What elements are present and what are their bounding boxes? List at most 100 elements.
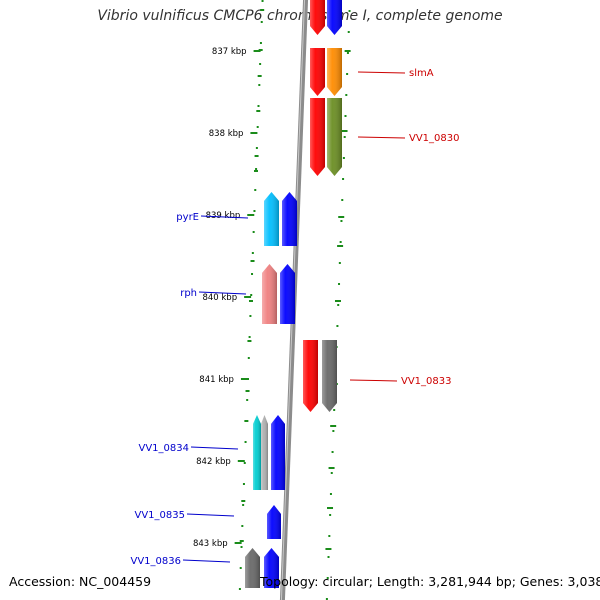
track-dot xyxy=(326,577,329,579)
track-dot xyxy=(348,10,351,12)
track-dot xyxy=(339,241,342,243)
gene-label: VV1_0833 xyxy=(349,376,452,387)
gene-label: VV1_0834 xyxy=(139,443,239,454)
gene-label-text: VV1_0834 xyxy=(139,443,190,454)
track-dot xyxy=(332,430,335,432)
track-dot xyxy=(258,49,263,51)
track-dot xyxy=(325,598,328,600)
track-dot xyxy=(245,390,250,392)
gene-label: VV1_0830 xyxy=(357,133,460,144)
track-dot xyxy=(340,220,343,222)
gene-label: slmA xyxy=(357,68,434,79)
gene-feature xyxy=(310,0,342,35)
tick-label: 841 kbp xyxy=(199,375,234,385)
track-dot xyxy=(338,216,345,218)
tick-mark xyxy=(247,214,255,216)
gene-feature xyxy=(303,340,337,412)
gene-arrow-shade xyxy=(271,415,285,490)
gene-feature xyxy=(310,48,342,96)
track-dot xyxy=(329,514,332,516)
track-dot xyxy=(247,340,252,342)
track-dot xyxy=(257,75,262,77)
gene-arrow-shade xyxy=(327,98,342,176)
track-dot xyxy=(241,500,246,502)
gene-arrow-shade xyxy=(253,415,261,490)
tick-label: 843 kbp xyxy=(193,539,228,549)
track-dot xyxy=(254,189,257,191)
tick-mark xyxy=(240,378,248,380)
track-dot xyxy=(333,409,336,411)
gene-arrow-shade xyxy=(245,548,260,588)
tick-label: 838 kbp xyxy=(209,129,244,139)
tick-mark xyxy=(253,50,261,52)
track-dot xyxy=(346,52,349,54)
track-dot xyxy=(336,325,339,327)
summary-label: Topology: circular; Length: 3,281,944 bp… xyxy=(260,574,600,589)
accession-label: Accession: NC_004459 xyxy=(9,574,152,589)
track-dot xyxy=(257,105,260,107)
track-dot xyxy=(341,199,344,201)
gene-arrow-shade xyxy=(327,0,342,35)
gene-feature xyxy=(264,192,297,246)
gene-arrow-shade xyxy=(282,192,297,246)
gene-arrow-shade xyxy=(262,264,277,324)
gene-arrow-shade xyxy=(264,192,279,246)
gene-arrow-shade xyxy=(267,505,281,539)
track-dot xyxy=(252,231,255,233)
track-dot xyxy=(328,535,331,537)
gene-label: VV1_0836 xyxy=(131,556,231,567)
track-dot xyxy=(347,31,350,33)
track-dot xyxy=(246,399,249,401)
gene-arrow-shade xyxy=(280,264,295,324)
gene-label-text: VV1_0835 xyxy=(135,510,186,521)
gene-feature xyxy=(267,505,281,539)
track-dot xyxy=(334,300,341,302)
track-dot xyxy=(258,84,261,86)
gene-arrow-shade xyxy=(264,548,279,588)
track-dot xyxy=(238,588,241,590)
gene-feature xyxy=(310,98,342,176)
track-dot xyxy=(246,378,249,380)
gene-label-text: slmA xyxy=(409,68,434,79)
track-dot xyxy=(346,73,349,75)
gene-arrow-shade xyxy=(303,340,318,412)
track-dot xyxy=(255,168,258,170)
track-dot xyxy=(330,472,333,474)
gene-label-text: pyrE xyxy=(176,212,199,223)
track-dot xyxy=(239,567,242,569)
track-dot xyxy=(243,462,246,464)
track-dot xyxy=(242,483,245,485)
track-dot xyxy=(259,63,262,65)
gene-feature xyxy=(253,415,285,490)
track-dot xyxy=(244,441,247,443)
track-dot xyxy=(250,294,253,296)
tick-mark xyxy=(244,296,252,298)
gene-arrow-shade xyxy=(310,48,325,96)
track-dot xyxy=(259,42,262,44)
track-dot xyxy=(250,260,255,262)
track-dot xyxy=(255,147,258,149)
gene-label: VV1_0835 xyxy=(135,510,235,521)
track-dot xyxy=(338,262,341,264)
track-dot xyxy=(337,304,340,306)
track-dot xyxy=(249,315,252,317)
label-leader-line xyxy=(190,446,239,450)
track-dot xyxy=(337,245,344,247)
track-dot xyxy=(328,467,335,469)
track-dot xyxy=(325,548,332,550)
label-leader-line xyxy=(182,559,231,563)
gene-label-text: VV1_0836 xyxy=(131,556,182,567)
gene-arrow-shade xyxy=(322,340,337,412)
track-dot xyxy=(338,283,341,285)
track-dot xyxy=(331,451,334,453)
track-dot xyxy=(343,136,346,138)
track-dot xyxy=(248,336,251,338)
label-leader-line xyxy=(186,513,235,517)
track-dot xyxy=(244,420,249,422)
track-dot xyxy=(256,126,259,128)
track-dot xyxy=(330,425,337,427)
tick-mark xyxy=(237,460,245,462)
track-dot xyxy=(251,273,254,275)
track-dot xyxy=(344,115,347,117)
label-leader-line xyxy=(198,291,247,295)
